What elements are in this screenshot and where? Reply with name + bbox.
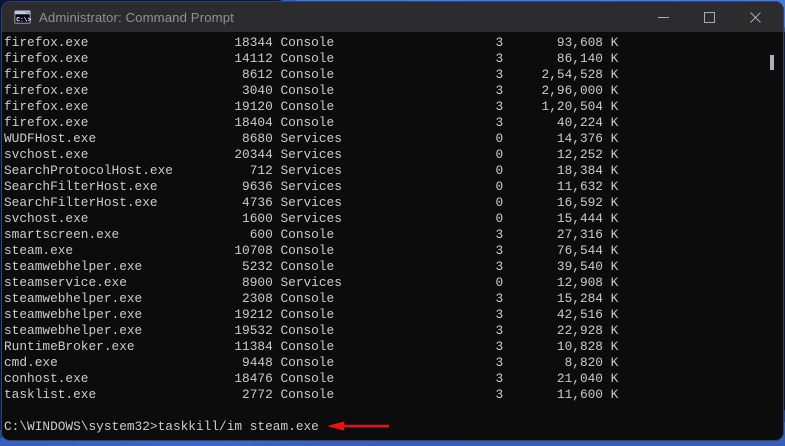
svg-text:C:\>_: C:\>_ — [16, 16, 31, 23]
